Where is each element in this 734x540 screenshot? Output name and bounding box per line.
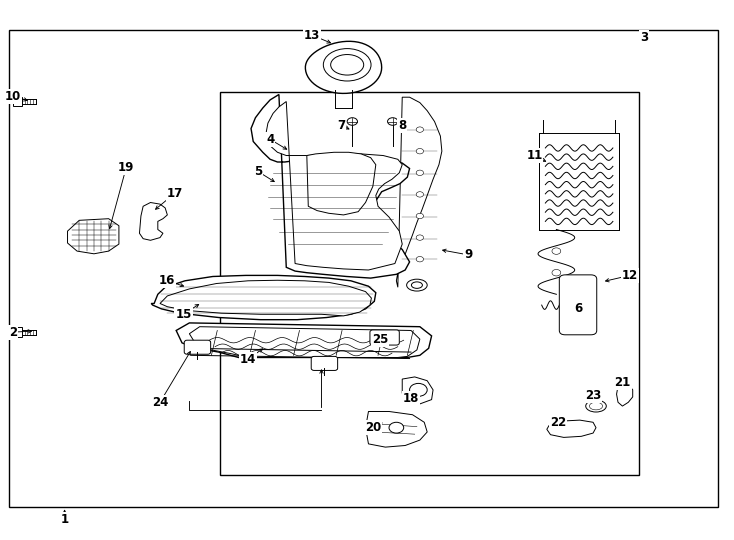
Text: 17: 17 [167,187,183,200]
Circle shape [416,235,424,240]
Polygon shape [176,323,432,357]
Polygon shape [396,97,442,287]
Text: 15: 15 [175,308,192,321]
Polygon shape [305,42,382,93]
Ellipse shape [407,279,427,291]
Text: 10: 10 [5,90,21,103]
Polygon shape [251,94,410,278]
Circle shape [416,127,424,132]
Bar [539,133,619,230]
Text: 1: 1 [60,513,69,526]
Text: 18: 18 [403,392,419,405]
Polygon shape [617,383,633,406]
Polygon shape [266,102,402,270]
Circle shape [389,422,404,433]
FancyBboxPatch shape [559,275,597,335]
Text: 2: 2 [9,326,18,339]
Text: 8: 8 [398,119,407,132]
Polygon shape [547,420,596,437]
Bar [220,92,639,475]
Ellipse shape [411,282,422,288]
Circle shape [552,248,561,254]
FancyBboxPatch shape [184,340,211,354]
Circle shape [552,269,561,276]
Polygon shape [189,327,420,357]
Text: 25: 25 [372,333,388,346]
Ellipse shape [589,402,603,410]
Text: 4: 4 [266,133,275,146]
Polygon shape [160,280,371,316]
Text: 21: 21 [614,376,631,389]
Text: 3: 3 [640,31,649,44]
Text: 12: 12 [622,269,638,282]
Bar [9,30,718,507]
Circle shape [416,170,424,176]
FancyBboxPatch shape [311,356,338,370]
Text: 9: 9 [464,248,473,261]
Ellipse shape [330,55,364,75]
Circle shape [388,118,398,125]
Text: 7: 7 [337,119,346,132]
Bar [13,97,22,106]
Polygon shape [139,202,167,240]
Text: 6: 6 [574,302,583,315]
Text: 16: 16 [159,274,175,287]
Bar [13,327,22,337]
Polygon shape [68,219,119,254]
Text: 14: 14 [240,353,256,366]
Text: 13: 13 [304,29,320,42]
Circle shape [416,256,424,262]
Polygon shape [307,152,376,215]
Polygon shape [402,377,433,404]
Circle shape [416,213,424,219]
Text: 22: 22 [550,416,566,429]
Text: 11: 11 [526,149,542,162]
Circle shape [416,148,424,154]
Polygon shape [151,275,376,320]
Text: 23: 23 [585,389,601,402]
Text: 5: 5 [254,165,263,178]
Text: 20: 20 [365,421,381,434]
Circle shape [416,192,424,197]
Polygon shape [366,411,427,447]
Circle shape [410,383,427,396]
Ellipse shape [323,49,371,81]
Text: 19: 19 [118,161,134,174]
Text: 24: 24 [152,396,168,409]
Circle shape [347,118,357,125]
FancyBboxPatch shape [370,330,399,345]
Ellipse shape [586,400,606,412]
